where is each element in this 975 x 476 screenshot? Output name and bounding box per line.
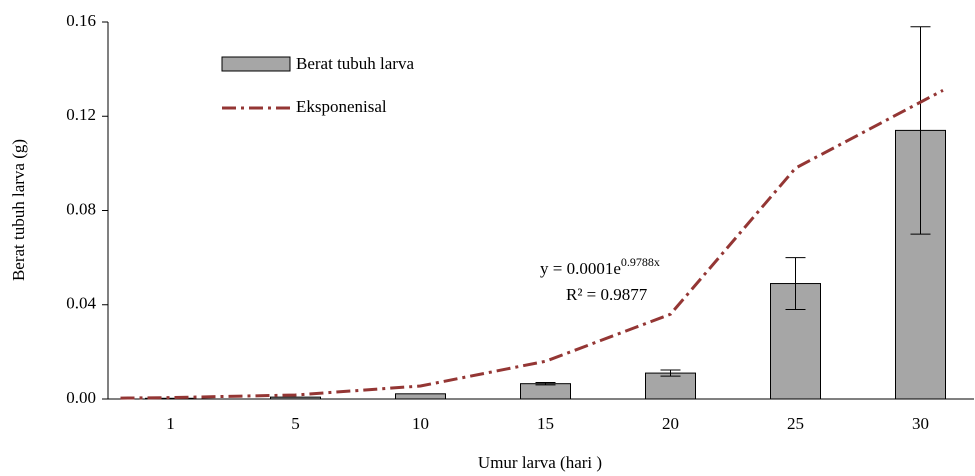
y-tick-label: 0.08 <box>66 199 96 218</box>
trendline <box>120 88 944 400</box>
x-axis-label: Umur larva (hari ) <box>478 453 602 472</box>
bar <box>645 372 696 400</box>
equation: y = 0.0001e0.9788x <box>540 255 660 278</box>
equation-base: y = 0.0001e <box>540 259 621 278</box>
error-bar <box>535 382 556 386</box>
bar <box>395 393 446 400</box>
x-tick-label: 1 <box>166 414 175 433</box>
x-tick-label: 25 <box>787 414 804 433</box>
x-tick-label: 10 <box>412 414 429 433</box>
legend-label: Eksponenisal <box>296 97 387 116</box>
y-tick-label: 0.16 <box>66 11 96 30</box>
error-bar <box>660 369 681 377</box>
x-tick-label: 15 <box>537 414 554 433</box>
legend-swatch <box>221 56 291 72</box>
x-tick-label: 20 <box>662 414 679 433</box>
y-tick-label: 0.00 <box>66 388 96 407</box>
error-bar <box>785 257 806 310</box>
y-axis-label: Berat tubuh larva (g) <box>9 139 28 281</box>
x-tick-label: 30 <box>912 414 929 433</box>
equation-exponent: 0.9788x <box>621 255 660 269</box>
error-bar <box>910 26 931 235</box>
y-tick-label: 0.04 <box>66 294 96 313</box>
x-tick-label: 5 <box>291 414 300 433</box>
bar <box>520 383 571 400</box>
r-squared: R² = 0.9877 <box>566 285 648 304</box>
legend-label: Berat tubuh larva <box>296 54 414 73</box>
y-tick-label: 0.12 <box>66 105 96 124</box>
